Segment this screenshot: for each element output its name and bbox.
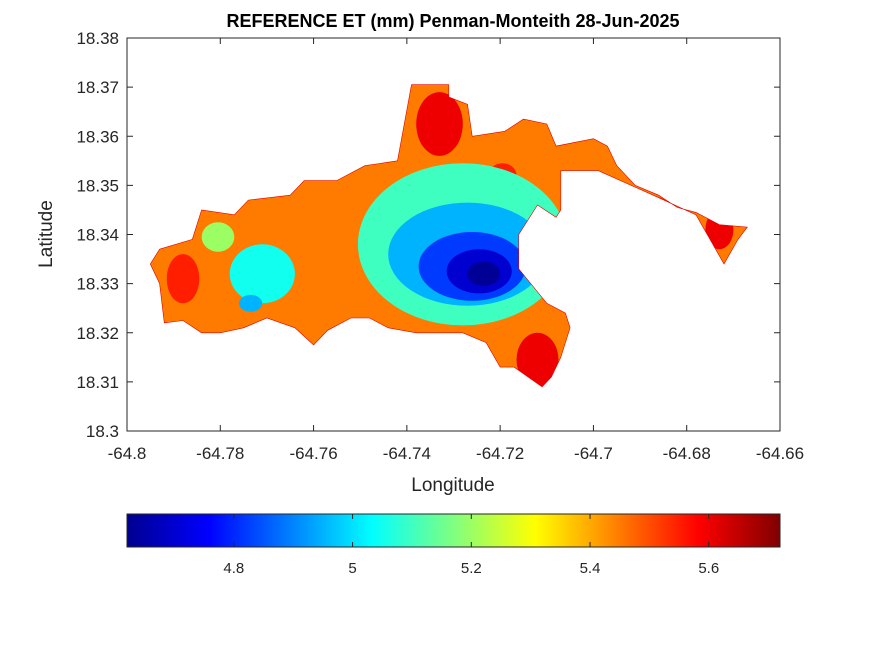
- x-tick-label: -64.72: [476, 444, 524, 463]
- colorbar-tick-label: 5.4: [580, 560, 601, 577]
- x-tick-label: -64.78: [196, 444, 244, 463]
- y-tick-label: 18.32: [76, 324, 119, 343]
- contour-level-5: [166, 254, 200, 304]
- colorbar-tick-label: 5.2: [461, 560, 482, 577]
- y-tick-label: 18.31: [76, 373, 119, 392]
- colorbar-tick-label: 5.6: [698, 560, 719, 577]
- y-tick-label: 18.3: [86, 422, 119, 441]
- x-tick-label: -64.66: [756, 444, 804, 463]
- x-tick-label: -64.8: [108, 444, 147, 463]
- contour-level-1: [416, 92, 463, 156]
- colorbar-ticks: 4.8 5 5.2 5.4 5.6: [223, 514, 719, 577]
- contour-level-4: [705, 209, 734, 250]
- chart-title: REFERENCE ET (mm) Penman-Monteith 28-Jun…: [226, 11, 679, 31]
- contour-level-11: [467, 261, 501, 287]
- y-tick-label: 18.35: [76, 176, 119, 195]
- x-axis-ticks: -64.8 -64.78 -64.76 -64.74 -64.72 -64.7 -64.68…: [108, 38, 804, 463]
- colorbar-tick-label: 5: [348, 560, 356, 577]
- x-axis-label: Longitude: [411, 475, 494, 496]
- x-tick-label: -64.74: [383, 444, 431, 463]
- y-tick-label: 18.37: [76, 78, 119, 97]
- contour-level-14: [201, 222, 235, 252]
- y-tick-label: 18.33: [76, 275, 119, 294]
- colorbar-tick-label: 4.8: [223, 560, 244, 577]
- contour-level-12: [229, 244, 295, 304]
- x-tick-label: -64.7: [574, 444, 613, 463]
- y-axis-ticks: 18.3 18.31 18.32 18.33 18.34 18.35 18.36 18.37 1…: [76, 29, 780, 441]
- heatmap-region: [150, 84, 748, 387]
- colorbar: [126, 513, 781, 548]
- y-axis-label: Latitude: [36, 200, 57, 268]
- contour-level-13: [238, 294, 263, 312]
- x-tick-label: -64.76: [289, 444, 337, 463]
- contour-level-2: [516, 332, 559, 387]
- x-tick-label: -64.68: [663, 444, 711, 463]
- y-tick-label: 18.36: [76, 127, 119, 146]
- contour-level-3: [630, 196, 669, 214]
- y-tick-label: 18.38: [76, 29, 119, 48]
- region-outline: [149, 84, 748, 388]
- y-tick-label: 18.34: [76, 226, 119, 245]
